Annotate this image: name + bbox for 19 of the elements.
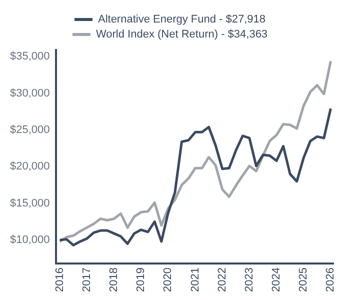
y-tick-label: $30,000 [10, 87, 50, 100]
y-tick-label: $10,000 [10, 234, 50, 246]
y-tick-label: $35,000 [10, 50, 50, 63]
x-tick-label: 2017 [80, 268, 93, 292]
y-tick-label: $20,000 [10, 160, 50, 173]
x-tick-label: 2021 [189, 268, 202, 292]
x-tick-label: 2025 [298, 268, 310, 292]
x-tick-label: 2018 [108, 268, 120, 292]
x-tick-label: 2016 [54, 268, 66, 292]
x-tick-label: 2026 [324, 268, 337, 292]
x-tick-label: 2024 [270, 268, 283, 292]
x-tick-label: 2022 [216, 268, 228, 292]
legend-label: Alternative Energy Fund - $27,918 [98, 14, 266, 26]
x-tick-label: 2020 [162, 268, 174, 292]
x-tick-label: 2019 [135, 268, 148, 292]
y-tick-label: $25,000 [10, 124, 50, 136]
y-tick-label: $15,000 [10, 197, 50, 210]
legend-label: World Index (Net Return) - $34,363 [96, 28, 268, 41]
x-tick-label: 2023 [243, 268, 256, 292]
